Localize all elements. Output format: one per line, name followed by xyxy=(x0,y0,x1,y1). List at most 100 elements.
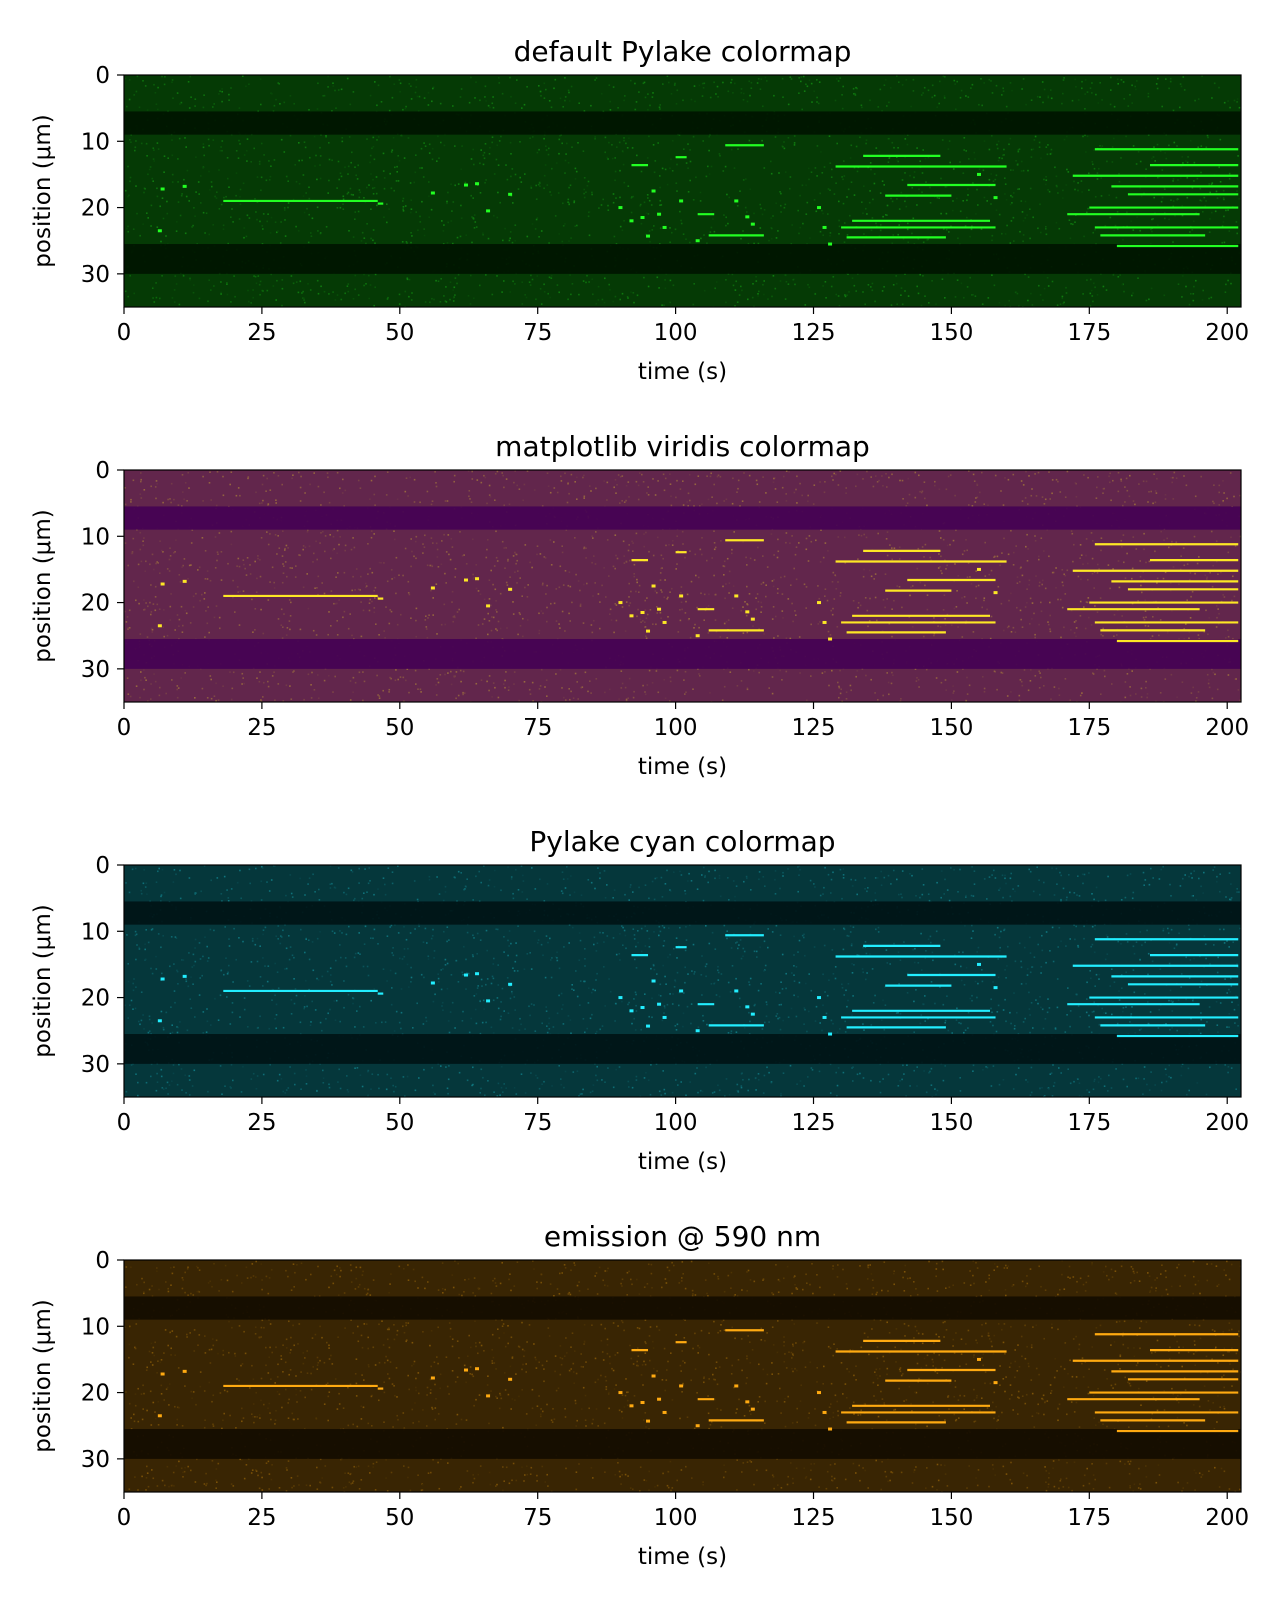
track-dot xyxy=(745,1005,750,1009)
track-dot xyxy=(160,1372,165,1376)
y-tick-label: 10 xyxy=(81,129,110,155)
track-dot xyxy=(993,1381,998,1385)
x-tick-label: 150 xyxy=(929,1110,973,1136)
x-tick-label: 75 xyxy=(523,1505,552,1531)
x-axis-label: time (s) xyxy=(638,754,727,780)
y-tick-label: 20 xyxy=(81,591,110,617)
track-dot xyxy=(734,1384,739,1388)
x-tick-label: 50 xyxy=(385,715,414,741)
track-dot xyxy=(182,974,187,978)
track-dot xyxy=(430,981,435,985)
x-tick-label: 25 xyxy=(247,1110,276,1136)
track-dot xyxy=(157,1414,162,1418)
track-dot xyxy=(695,1029,700,1033)
chart-title: matplotlib viridis colormap xyxy=(495,430,870,463)
track-dot xyxy=(993,591,998,595)
x-tick-label: 125 xyxy=(792,1110,836,1136)
y-axis-label: position (μm) xyxy=(30,904,56,1057)
track-dot xyxy=(817,996,822,1000)
x-tick-label: 200 xyxy=(1205,715,1249,741)
track-dot xyxy=(662,225,667,229)
y-axis-label: position (μm) xyxy=(30,1299,56,1452)
plot-frame xyxy=(123,1259,1242,1493)
track-dot xyxy=(679,199,684,203)
track-dot xyxy=(734,594,739,598)
x-tick-label: 0 xyxy=(117,320,132,346)
track-dot xyxy=(822,1015,827,1019)
y-tick-label: 30 xyxy=(81,262,110,288)
x-tick-label: 175 xyxy=(1067,320,1111,346)
track-dot xyxy=(629,1009,634,1013)
track-dot xyxy=(828,1032,833,1036)
track-dot xyxy=(475,577,480,581)
track-dot xyxy=(508,982,513,986)
y-tick-label: 0 xyxy=(95,1248,110,1274)
track-dot xyxy=(640,1401,645,1405)
track-dot xyxy=(486,1394,491,1398)
dark-band xyxy=(124,111,1241,135)
x-tick-label: 0 xyxy=(117,1505,132,1531)
x-tick-label: 75 xyxy=(523,715,552,741)
track-dot xyxy=(640,1006,645,1010)
x-tick-label: 150 xyxy=(929,1505,973,1531)
track-dot xyxy=(750,1407,755,1411)
track-dot xyxy=(657,1397,662,1401)
track-dot xyxy=(745,215,750,219)
x-tick-label: 150 xyxy=(929,715,973,741)
x-tick-label: 75 xyxy=(523,1110,552,1136)
y-tick-label: 30 xyxy=(81,1447,110,1473)
x-tick-label: 150 xyxy=(929,320,973,346)
track-dot xyxy=(976,172,981,176)
y-tick-label: 10 xyxy=(81,524,110,550)
track-dot xyxy=(182,579,187,583)
track-dot xyxy=(486,209,491,213)
y-tick-label: 10 xyxy=(81,919,110,945)
track-dot xyxy=(646,1419,651,1423)
dark-band xyxy=(124,1429,1241,1459)
track-dot xyxy=(629,614,634,618)
track-dot xyxy=(618,601,623,605)
track-dot xyxy=(618,1391,623,1395)
track-dot xyxy=(657,212,662,216)
track-dot xyxy=(486,604,491,608)
track-dot xyxy=(976,1357,981,1361)
track-dot xyxy=(828,1427,833,1431)
track-dot xyxy=(828,637,833,641)
track-dot xyxy=(993,986,998,990)
track-dot xyxy=(182,1369,187,1373)
heatmap-image xyxy=(124,865,1241,1097)
track-dot xyxy=(157,624,162,628)
x-tick-label: 75 xyxy=(523,320,552,346)
y-axis-label: position (μm) xyxy=(30,509,56,662)
chart-title: default Pylake colormap xyxy=(514,35,852,68)
x-axis-label: time (s) xyxy=(638,1149,727,1175)
track-dot xyxy=(160,977,165,981)
track-dot xyxy=(618,206,623,210)
track-dot xyxy=(157,229,162,233)
dark-band xyxy=(124,244,1241,274)
track-dot xyxy=(430,1376,435,1380)
track-dot xyxy=(157,1019,162,1023)
track-dot xyxy=(662,1015,667,1019)
track-dot xyxy=(651,189,656,193)
x-tick-label: 125 xyxy=(792,320,836,346)
x-tick-label: 100 xyxy=(654,320,698,346)
dark-band xyxy=(124,639,1241,669)
x-tick-label: 200 xyxy=(1205,320,1249,346)
track-dot xyxy=(646,629,651,633)
y-tick-label: 10 xyxy=(81,1314,110,1340)
x-tick-label: 175 xyxy=(1067,715,1111,741)
track-dot xyxy=(976,962,981,966)
heatmap-image xyxy=(124,470,1241,702)
track-dot xyxy=(745,610,750,614)
track-dot xyxy=(463,1368,468,1372)
track-dot xyxy=(618,996,623,1000)
track-dot xyxy=(629,219,634,223)
x-tick-label: 50 xyxy=(385,1505,414,1531)
x-tick-label: 50 xyxy=(385,1110,414,1136)
y-tick-label: 30 xyxy=(81,1052,110,1078)
